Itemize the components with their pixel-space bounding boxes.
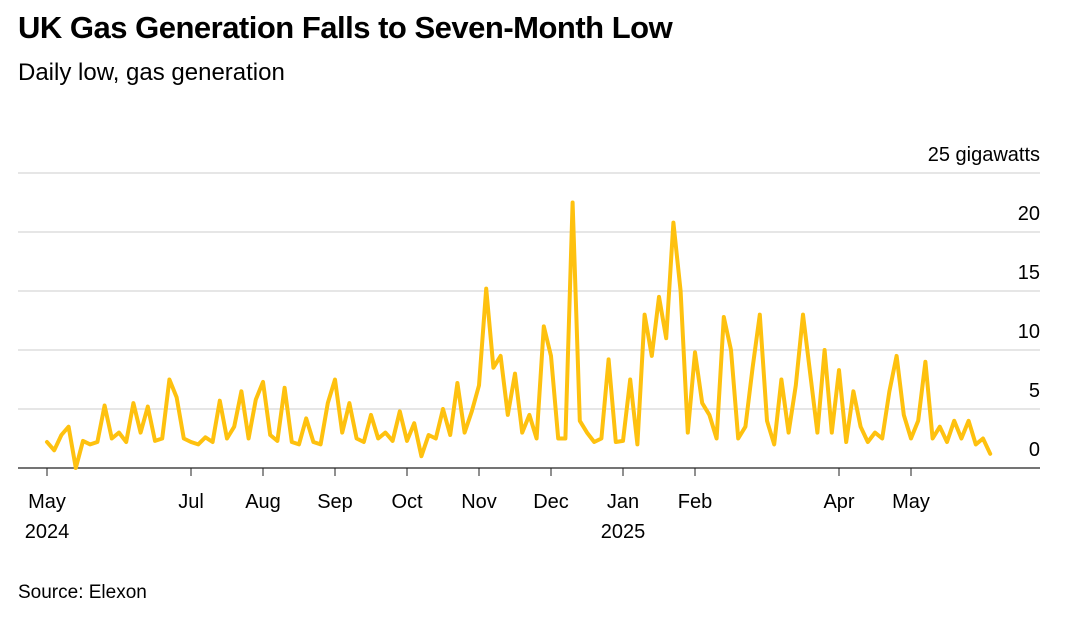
x-tick-label-part: Jan <box>607 491 639 513</box>
data-line <box>45 200 993 470</box>
x-tick-label: Feb <box>678 491 712 513</box>
y-tick-label: 5 <box>1029 380 1040 402</box>
x-tick-label: Jan 2025 <box>601 491 646 543</box>
y-tick-label: 25 gigawatts <box>928 144 1040 166</box>
x-tick-label: Nov <box>461 491 497 513</box>
x-tick-label-part: 2024 <box>25 521 70 543</box>
y-tick-label: 10 <box>1018 321 1040 343</box>
x-tick-label: Jul <box>178 491 204 513</box>
x-tick-label: Oct <box>391 491 423 513</box>
x-tick-label: Aug <box>245 491 281 513</box>
chart-title: UK Gas Generation Falls to Seven-Month L… <box>18 10 674 45</box>
x-tick-label: May 2024 <box>25 491 70 543</box>
y-tick-label: 0 <box>1029 439 1040 461</box>
x-tick-label-part: May <box>28 491 66 513</box>
x-tick-label: Dec <box>533 491 569 513</box>
source: Source: Elexon <box>18 582 147 603</box>
x-tick-label: Apr <box>823 491 854 513</box>
x-tick-label-part: 2025 <box>601 521 646 543</box>
x-tick-label: May <box>892 491 930 513</box>
chart-subtitle: Daily low, gas generation <box>18 59 285 86</box>
y-tick-label: 20 <box>1018 203 1040 225</box>
y-tick-label: 15 <box>1018 262 1040 284</box>
x-tick-label: Sep <box>317 491 353 513</box>
